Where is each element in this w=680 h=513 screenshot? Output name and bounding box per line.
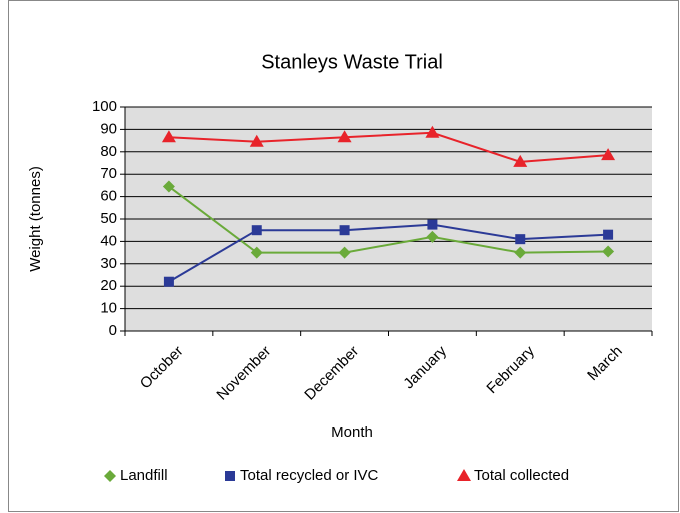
y-tick-label: 0	[109, 322, 117, 339]
marker	[513, 154, 528, 167]
legend-label: Landfill	[120, 467, 168, 484]
y-tick-label: 60	[100, 188, 117, 205]
marker	[515, 234, 526, 245]
marker	[249, 134, 264, 147]
legend-label: Total recycled or IVC	[240, 467, 379, 484]
y-tick-label: 30	[100, 255, 117, 272]
series-line	[168, 131, 609, 163]
marker	[337, 130, 352, 143]
marker	[338, 246, 351, 259]
y-tick-label: 100	[92, 98, 117, 115]
marker	[425, 125, 440, 138]
y-tick-label: 70	[100, 165, 117, 182]
series-line	[168, 185, 609, 254]
y-tick-label: 90	[100, 120, 117, 137]
marker	[339, 225, 350, 236]
y-tick-label: 50	[100, 210, 117, 227]
marker	[601, 148, 616, 161]
marker	[427, 219, 438, 230]
marker	[250, 246, 263, 259]
y-axis-label: Weight (tonnes)	[27, 166, 44, 272]
y-tick-label: 80	[100, 143, 117, 160]
y-tick-label: 40	[100, 232, 117, 249]
x-axis-label: Month	[331, 424, 373, 441]
marker	[162, 180, 175, 193]
series-line	[168, 223, 609, 283]
marker	[251, 225, 262, 236]
marker	[514, 246, 527, 259]
legend-label: Total collected	[474, 467, 569, 484]
y-tick-label: 10	[100, 300, 117, 317]
chart-title: Stanleys Waste Trial	[261, 51, 443, 73]
marker	[603, 229, 614, 240]
y-tick-label: 20	[100, 277, 117, 294]
marker	[163, 276, 174, 287]
marker	[161, 130, 176, 143]
marker	[602, 245, 615, 258]
legend-marker	[104, 470, 116, 482]
marker	[426, 230, 439, 243]
legend-marker	[225, 471, 235, 481]
legend-marker	[457, 469, 471, 481]
